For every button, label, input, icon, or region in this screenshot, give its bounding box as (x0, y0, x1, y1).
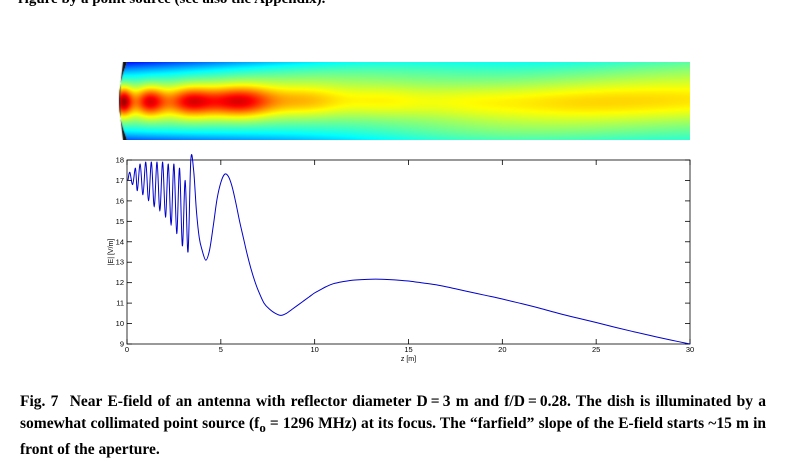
near-field-heatmap (113, 62, 690, 140)
y-tick-label: 11 (116, 299, 124, 308)
y-tick-label: 16 (116, 196, 124, 205)
caption-text-part1: Near E-field of an antenna with reflecto… (20, 393, 767, 432)
caption-text-part2: = 1296 MHz) at its focus. The “farfield”… (20, 415, 766, 459)
x-axis-ticks: 0 5 10 15 20 25 30 (125, 160, 694, 354)
x-tick-label: 5 (219, 345, 223, 354)
x-tick-label: 10 (310, 345, 318, 354)
x-tick-label: 0 (125, 345, 129, 354)
x-tick-label: 30 (686, 345, 694, 354)
x-tick-label: 15 (404, 345, 412, 354)
figure-label: Fig. 7 (20, 393, 59, 410)
y-tick-label: 18 (116, 156, 124, 165)
y-tick-label: 10 (116, 319, 124, 328)
caption-subscript: o (259, 420, 266, 436)
y-tick-label: 13 (116, 258, 124, 267)
efield-series-line (127, 154, 691, 345)
figure-caption: Fig. 7 Near E-field of an antenna with r… (20, 391, 766, 461)
y-tick-label: 12 (116, 278, 124, 287)
y-tick-label: 15 (116, 217, 124, 226)
y-tick-label: 17 (116, 176, 124, 185)
x-tick-label: 25 (592, 345, 600, 354)
plot-frame (126, 159, 691, 345)
y-axis-label: |E| [V/m] (108, 239, 115, 266)
x-axis-label: z [m] (401, 356, 416, 363)
y-axis-ticks: 9 10 11 12 13 14 15 16 17 18 (116, 156, 690, 349)
x-tick-label: 20 (498, 345, 506, 354)
previous-caption-fragment: rigure by a point source (see also tne A… (18, 0, 325, 8)
efield-line-plot: 0 5 10 15 20 25 30 9 10 11 12 13 14 15 16 17 18 z [m] |… (108, 154, 694, 363)
y-tick-label: 14 (116, 237, 124, 246)
y-tick-label: 9 (120, 340, 124, 349)
